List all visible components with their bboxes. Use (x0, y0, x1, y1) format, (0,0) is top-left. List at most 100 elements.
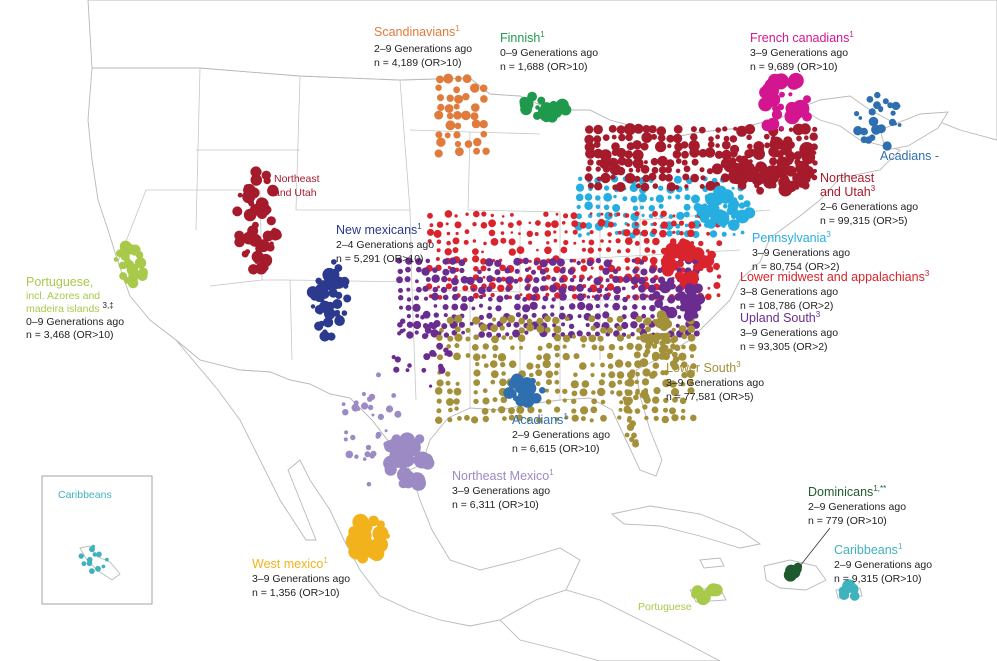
lower_south-dot (679, 397, 687, 405)
pennsylvania-dot (743, 207, 756, 219)
pennsylvania-dot (738, 194, 744, 201)
pennsylvania-dot (726, 206, 736, 216)
lower_south-dot (437, 354, 443, 361)
lower_midwest-dot (669, 261, 678, 271)
northeast_utah-dot (680, 141, 689, 149)
pennsylvania-dot (576, 204, 581, 210)
lower_midwest-dot (536, 265, 543, 271)
upland_south-dot (406, 297, 412, 302)
lower_south-dot (491, 335, 499, 344)
northeast_utah-dot (593, 141, 601, 149)
lower_midwest-dot (554, 292, 561, 299)
lower_midwest-dot (684, 253, 694, 263)
finnish-dot (519, 97, 534, 111)
lower_midwest-dot (490, 292, 495, 298)
lower_south-dot (590, 406, 598, 414)
caribbeans-dot (849, 591, 860, 601)
upland_south-dot (394, 356, 401, 363)
upland_south-dot (443, 332, 450, 338)
northeast_utah-dot (648, 125, 657, 134)
new_mexicans-dot (310, 304, 316, 309)
lower_midwest-dot (545, 274, 551, 280)
lower_south-dot (665, 332, 671, 338)
lower_midwest-dot (490, 213, 494, 218)
upland_south-dot (413, 320, 422, 330)
lower_midwest-dot (447, 277, 452, 282)
upland_south-dot (522, 304, 531, 313)
lower_midwest-dot (433, 229, 442, 238)
lower_midwest-dot (668, 243, 676, 251)
lower_south-dot (681, 408, 686, 414)
lower_south-dot (580, 416, 586, 422)
lower_midwest-dot (617, 230, 622, 235)
lower_south-dot (656, 310, 667, 320)
upland_south-dot (533, 277, 540, 284)
pennsylvania-dot (622, 196, 628, 202)
lower_midwest-dot (615, 238, 621, 244)
lower_midwest-dot (624, 257, 631, 263)
upland_south-dot (398, 295, 404, 301)
northeast_utah-dot (690, 133, 698, 141)
lower_south-dot (482, 415, 489, 423)
upland_south-dot (665, 306, 678, 319)
acadians-dot (868, 116, 879, 127)
lower_midwest-dot (625, 248, 631, 254)
lower_south-dot (508, 360, 517, 369)
lower_south-dot (680, 415, 686, 421)
upland_south-dot (602, 267, 610, 275)
lower_south-dot (690, 354, 694, 359)
lower_south-dot (674, 344, 680, 350)
acadians-dot (539, 387, 546, 394)
new_mexicans-dot (334, 315, 345, 327)
scandinavians-dot (482, 147, 490, 155)
lower_south-dot (554, 388, 561, 394)
northeast_utah-dot (672, 150, 682, 159)
upland_south-dot (676, 267, 682, 273)
upland_south-dot (594, 313, 601, 320)
lower_south-dot (591, 390, 596, 395)
portuguese-dot (125, 260, 135, 270)
lower_south-dot (482, 397, 490, 405)
lower_midwest-dot (713, 282, 721, 289)
upland_south-dot (460, 276, 469, 284)
pennsylvania-dot (648, 213, 654, 219)
caribbeans-inset-label: Caribbeans (58, 489, 112, 501)
upland_south-dot (539, 259, 548, 268)
lower_south-dot (669, 380, 677, 388)
lower_south-dot (446, 316, 454, 324)
upland_south-dot (587, 287, 593, 293)
lower_south-dot (624, 432, 630, 438)
dominicans-leader-line (799, 527, 831, 567)
northeast_utah-dot (674, 142, 683, 152)
lower_south-dot (457, 416, 462, 421)
northeast_mexico-dot (371, 413, 375, 417)
lower_midwest-dot (651, 249, 656, 254)
pennsylvania-dot (699, 213, 710, 223)
lower_south-dot (653, 387, 661, 395)
upland_south-dot (632, 268, 639, 274)
lower_midwest-dot (707, 286, 711, 290)
northeast-utah-label-2: and Utah3 (820, 184, 876, 199)
acadians-dot (853, 126, 863, 136)
northeast_utah-dot (610, 174, 616, 180)
finnish-gen: 0–9 Generations ago (500, 47, 598, 59)
northeast_utah-dot (611, 142, 620, 151)
portuguese-dot (113, 257, 119, 262)
upland_south-dot (505, 276, 514, 285)
lower_south-dot (658, 352, 666, 360)
pennsylvania-dot (596, 212, 601, 218)
northeast_utah-dot (755, 161, 767, 173)
lower_south-dot (597, 335, 604, 342)
upland_south-dot (693, 330, 700, 337)
northeast_utah-dot (642, 125, 651, 133)
northeast_utah-dot (244, 231, 257, 244)
french_canadians-dot (784, 108, 800, 125)
lower_south-dot (652, 362, 660, 370)
lower_south-dot (671, 362, 679, 371)
lower_midwest-dot (472, 255, 480, 263)
lower_south-dot (651, 406, 659, 414)
northeast_utah-dot (585, 125, 594, 134)
upland_south-dot (568, 323, 575, 329)
upland_south-dot (621, 321, 629, 330)
upland_south-dot (630, 332, 635, 337)
